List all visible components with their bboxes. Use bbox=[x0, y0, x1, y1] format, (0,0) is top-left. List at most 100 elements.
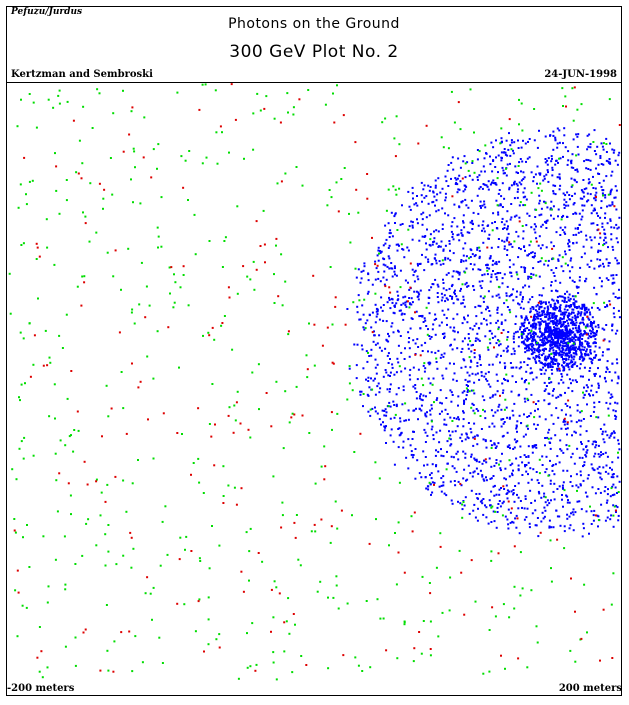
photon-point-series-0 bbox=[374, 377, 376, 380]
photon-point-series-0 bbox=[464, 365, 467, 368]
photon-point-series-1 bbox=[122, 479, 125, 482]
photon-point-series-0 bbox=[429, 483, 432, 486]
photon-point-series-0 bbox=[491, 263, 494, 266]
photon-point-series-0 bbox=[439, 356, 442, 359]
photon-point-series-1 bbox=[246, 632, 248, 635]
photon-point-series-0 bbox=[526, 364, 529, 366]
photon-point-series-0 bbox=[412, 366, 415, 369]
photon-point-series-1 bbox=[180, 155, 183, 158]
photon-point-series-2 bbox=[586, 315, 589, 318]
photon-point-series-1 bbox=[281, 501, 284, 504]
photon-point-series-0 bbox=[571, 339, 574, 342]
photon-point-series-1 bbox=[521, 129, 524, 132]
photon-point-series-0 bbox=[548, 525, 551, 528]
photon-point-series-0 bbox=[540, 496, 543, 499]
photon-point-series-0 bbox=[450, 499, 453, 502]
photon-point-series-0 bbox=[531, 296, 534, 298]
photon-point-series-0 bbox=[538, 327, 541, 330]
photon-point-series-0 bbox=[426, 434, 429, 437]
photon-point-series-0 bbox=[549, 305, 552, 308]
photon-point-series-1 bbox=[53, 383, 56, 386]
photon-point-series-0 bbox=[405, 305, 408, 308]
photon-point-series-0 bbox=[563, 231, 566, 234]
photon-point-series-0 bbox=[466, 371, 469, 374]
photon-point-series-0 bbox=[367, 376, 370, 379]
photon-point-series-0 bbox=[455, 270, 458, 273]
photon-point-series-0 bbox=[467, 464, 470, 467]
photon-point-series-0 bbox=[548, 332, 551, 335]
photon-point-series-0 bbox=[575, 336, 578, 339]
photon-point-series-0 bbox=[532, 306, 535, 309]
photon-point-series-2 bbox=[371, 236, 373, 239]
photon-point-series-0 bbox=[530, 345, 533, 348]
photon-point-series-0 bbox=[440, 477, 443, 480]
photon-point-series-1 bbox=[482, 408, 484, 411]
photon-point-series-0 bbox=[617, 377, 620, 380]
photon-point-series-0 bbox=[409, 378, 412, 381]
photon-point-series-0 bbox=[505, 484, 508, 487]
photon-point-series-1 bbox=[550, 580, 553, 583]
photon-point-series-0 bbox=[404, 304, 407, 307]
photon-point-series-0 bbox=[567, 322, 570, 325]
photon-point-series-1 bbox=[340, 178, 343, 180]
photon-point-series-0 bbox=[533, 223, 536, 226]
photon-point-series-0 bbox=[586, 386, 589, 389]
photon-point-series-1 bbox=[346, 602, 349, 605]
photon-point-series-0 bbox=[513, 181, 516, 184]
photon-point-series-0 bbox=[543, 372, 546, 375]
photon-point-series-0 bbox=[358, 318, 361, 321]
photon-point-series-0 bbox=[513, 332, 516, 335]
photon-point-series-0 bbox=[516, 184, 519, 187]
photon-point-series-0 bbox=[515, 427, 518, 430]
photon-point-series-0 bbox=[611, 245, 614, 248]
photon-point-series-0 bbox=[435, 259, 438, 262]
photon-point-series-2 bbox=[76, 410, 79, 413]
photon-point-series-0 bbox=[379, 251, 382, 254]
photon-point-series-0 bbox=[568, 245, 571, 248]
photon-point-series-1 bbox=[461, 503, 464, 506]
photon-point-series-2 bbox=[457, 101, 460, 104]
photon-point-series-0 bbox=[512, 347, 515, 350]
photon-point-series-0 bbox=[453, 291, 456, 294]
photon-point-series-1 bbox=[576, 489, 578, 492]
photon-point-series-0 bbox=[551, 359, 554, 362]
photon-point-series-1 bbox=[575, 154, 578, 157]
photon-point-series-0 bbox=[453, 326, 456, 329]
photon-point-series-1 bbox=[549, 539, 552, 542]
photon-point-series-0 bbox=[570, 166, 573, 169]
photon-point-series-2 bbox=[279, 121, 282, 124]
photon-point-series-0 bbox=[583, 394, 586, 396]
photon-point-series-0 bbox=[444, 258, 447, 261]
photon-point-series-0 bbox=[524, 343, 527, 346]
photon-point-series-1 bbox=[17, 206, 20, 209]
photon-point-series-1 bbox=[76, 285, 79, 288]
photon-point-series-0 bbox=[387, 222, 390, 225]
photon-point-series-0 bbox=[436, 296, 439, 298]
photon-point-series-1 bbox=[84, 215, 87, 218]
photon-point-series-0 bbox=[469, 327, 472, 330]
photon-point-series-0 bbox=[420, 213, 423, 216]
photon-point-series-1 bbox=[227, 484, 230, 487]
photon-point-series-0 bbox=[439, 401, 442, 404]
photon-point-series-0 bbox=[360, 277, 363, 280]
photon-point-series-0 bbox=[506, 336, 509, 339]
photon-point-series-0 bbox=[427, 328, 429, 331]
photon-point-series-0 bbox=[416, 218, 418, 221]
photon-point-series-1 bbox=[535, 274, 538, 277]
photon-point-series-0 bbox=[549, 364, 552, 367]
chart-frame bbox=[6, 6, 622, 696]
photon-point-series-1 bbox=[535, 208, 538, 211]
photon-point-series-0 bbox=[583, 188, 586, 191]
photon-point-series-0 bbox=[589, 329, 591, 332]
photon-point-series-0 bbox=[462, 220, 464, 223]
photon-point-series-0 bbox=[517, 139, 519, 142]
photon-point-series-0 bbox=[420, 409, 423, 412]
photon-point-series-0 bbox=[549, 459, 551, 462]
photon-point-series-0 bbox=[487, 290, 490, 293]
photon-point-series-0 bbox=[460, 229, 463, 232]
photon-point-series-0 bbox=[580, 354, 583, 357]
photon-point-series-0 bbox=[501, 206, 504, 208]
photon-point-series-0 bbox=[469, 221, 472, 224]
photon-point-series-0 bbox=[566, 513, 569, 516]
photon-point-series-0 bbox=[611, 324, 614, 327]
